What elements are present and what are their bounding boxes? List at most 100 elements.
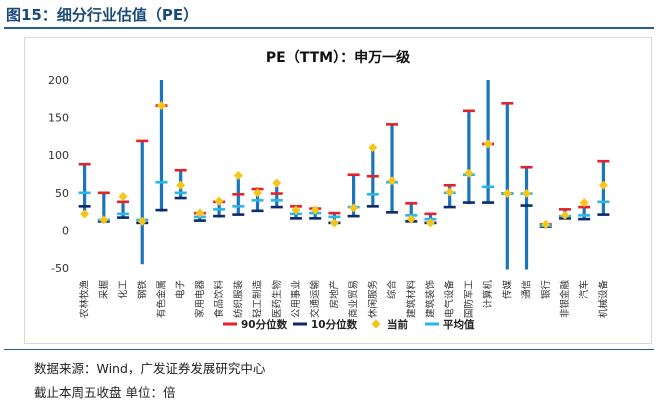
- x-tick-label: 家用电器: [194, 280, 206, 319]
- x-tick-label: 农林牧渔: [79, 280, 91, 319]
- x-tick-label: 通信: [521, 280, 533, 299]
- x-tick-label: 公用事业: [290, 280, 302, 318]
- category-group: [597, 159, 610, 216]
- current-marker: [522, 189, 532, 199]
- x-tick-label: 化工: [117, 280, 129, 300]
- legend-item: 当前: [371, 318, 408, 331]
- x-tick-label: 传媒: [501, 280, 513, 300]
- x-tick-label: 房地产: [328, 280, 340, 309]
- title-rule: [4, 27, 654, 29]
- data-source: 数据来源：Wind，广发证券发展研究中心: [34, 361, 266, 376]
- category-group: [501, 102, 514, 270]
- current-marker: [598, 180, 608, 190]
- current-marker: [310, 205, 320, 215]
- legend-label: 90分位数: [241, 318, 288, 331]
- category-group: [117, 192, 130, 219]
- category-group: [539, 219, 552, 229]
- current-marker: [214, 196, 224, 206]
- current-marker: [483, 139, 493, 149]
- y-tick-label: 0: [62, 224, 69, 237]
- y-tick-label: 200: [48, 74, 69, 87]
- current-marker: [176, 180, 186, 190]
- category-group: [155, 80, 168, 212]
- x-tick-label: 国防军工: [463, 280, 475, 319]
- category-group: [270, 178, 283, 209]
- legend-item: 90分位数: [223, 318, 288, 331]
- legend-item: 平均值: [425, 318, 475, 331]
- x-tick-label: 建筑材料: [405, 280, 417, 319]
- current-marker: [156, 101, 166, 111]
- current-marker: [329, 218, 339, 228]
- current-marker: [502, 189, 512, 199]
- x-tick-label: 电气设备: [444, 280, 456, 319]
- current-marker: [80, 209, 90, 219]
- y-tick-label: -50: [51, 262, 69, 275]
- x-tick-label: 汽车: [578, 280, 590, 299]
- footer-rule: [4, 349, 654, 350]
- current-marker: [99, 215, 109, 225]
- current-marker: [560, 210, 570, 220]
- legend-label: 10分位数: [311, 318, 358, 331]
- x-tick-label: 钢铁: [136, 280, 148, 300]
- category-group: [251, 187, 264, 213]
- current-marker: [137, 216, 147, 226]
- category-group: [174, 168, 187, 200]
- x-tick-label: 商业贸易: [348, 280, 360, 318]
- category-group: [193, 208, 206, 222]
- chart-title: PE（TTM）：申万一级: [266, 49, 411, 66]
- current-marker: [541, 219, 551, 229]
- x-tick-label: 综合: [386, 280, 398, 300]
- legend-swatch: [371, 319, 381, 329]
- current-marker: [368, 143, 378, 153]
- category-group: [424, 212, 437, 228]
- legend-label: 当前: [387, 318, 408, 331]
- current-marker: [464, 168, 474, 178]
- category-group: [405, 201, 418, 224]
- y-tick-label: 150: [48, 112, 69, 125]
- y-tick-label: 50: [55, 187, 69, 200]
- category-group: [328, 211, 341, 228]
- x-tick-label: 电子: [175, 280, 187, 300]
- category-group: [232, 171, 245, 216]
- x-tick-label: 非银金融: [559, 280, 571, 319]
- category-group: [136, 139, 149, 265]
- x-tick-label: 采掘: [98, 280, 110, 299]
- category-group: [482, 80, 495, 204]
- x-tick-label: 轻工制造: [252, 280, 264, 319]
- category-group: [309, 205, 322, 220]
- current-marker: [349, 203, 359, 213]
- x-tick-label: 食品饮料: [213, 280, 225, 319]
- category-group: [520, 165, 533, 270]
- category-group: [289, 205, 302, 220]
- current-marker: [291, 205, 301, 215]
- category-group: [78, 162, 91, 219]
- category-group: [97, 191, 110, 225]
- x-tick-label: 交通运输: [309, 280, 321, 319]
- current-marker: [406, 214, 416, 224]
- category-group: [347, 173, 360, 218]
- x-tick-label: 纺织服装: [232, 280, 244, 319]
- category-group: [366, 143, 379, 208]
- x-tick-label: 有色金属: [155, 280, 167, 318]
- category-group: [386, 123, 399, 214]
- y-tick-label: 100: [48, 149, 69, 162]
- current-marker: [118, 192, 128, 202]
- figure-title: 图15：细分行业估值（PE）: [6, 6, 199, 24]
- category-group: [558, 208, 571, 220]
- x-tick-label: 建筑装饰: [424, 280, 436, 318]
- current-marker: [387, 176, 397, 186]
- current-marker: [272, 178, 282, 188]
- current-marker: [195, 208, 205, 218]
- category-group: [213, 196, 226, 218]
- current-marker: [253, 188, 263, 198]
- current-marker: [579, 198, 589, 208]
- category-group: [443, 183, 456, 209]
- category-group: [462, 109, 475, 205]
- category-group: [578, 198, 591, 221]
- legend-label: 平均值: [443, 318, 475, 331]
- pe-range-chart: PE（TTM）：申万一级 -50 0 50 100 150 200 农林牧渔 采掘 化工 钢铁有…: [48, 49, 610, 331]
- current-marker: [233, 171, 243, 181]
- x-tick-label: 机械设备: [597, 280, 609, 319]
- current-marker: [425, 218, 435, 228]
- x-tick-label: 休闲服务: [367, 280, 379, 319]
